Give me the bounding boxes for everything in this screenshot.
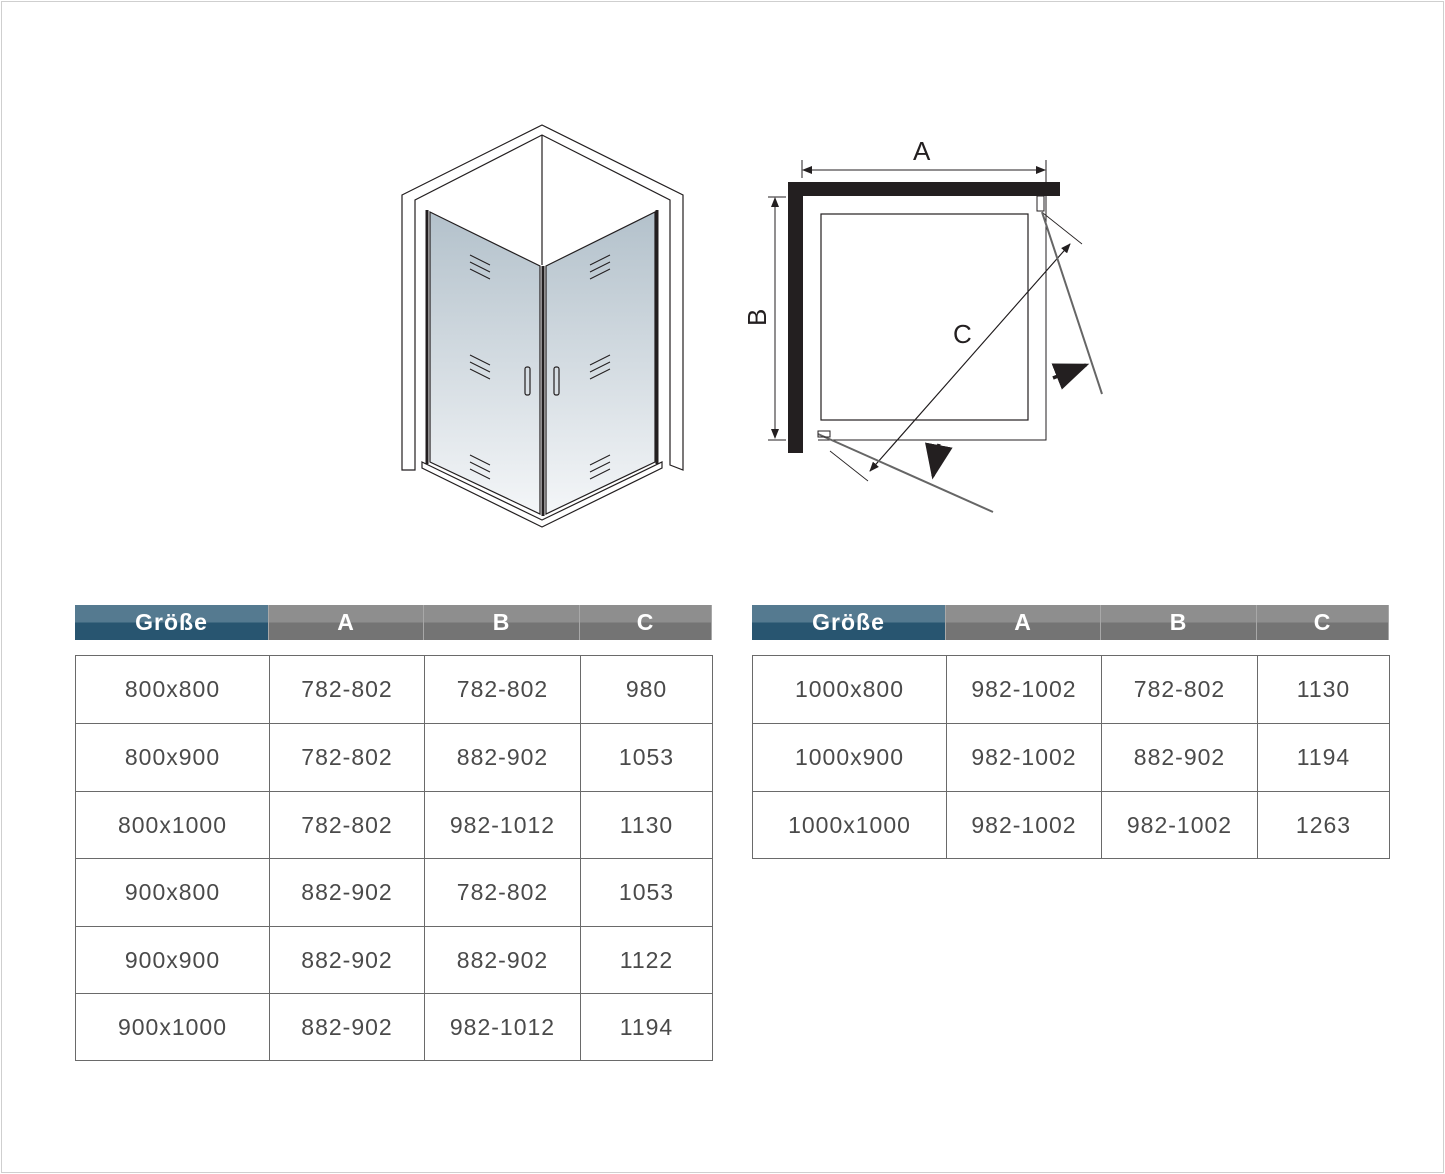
b-cell: 882-902 — [1101, 723, 1258, 792]
size-cell: 800x900 — [75, 723, 270, 792]
table-row: 1000x800 982-1002 782-802 1130 — [752, 655, 1390, 724]
size-cell: 800x1000 — [75, 791, 270, 859]
top-view-drawing — [768, 160, 1103, 513]
b-cell: 782-802 — [424, 858, 581, 927]
table-row: 1000x1000 982-1002 982-1002 1263 — [752, 791, 1390, 859]
dimension-label-a: A — [913, 136, 931, 166]
column-header: C — [1257, 605, 1389, 640]
b-cell: 882-902 — [424, 723, 581, 792]
b-cell: 782-802 — [1101, 655, 1258, 724]
size-table-header-right: Größe A B C — [752, 605, 1389, 640]
a-cell: 882-902 — [269, 926, 425, 994]
table-row: 900x800 882-902 782-802 1053 — [75, 858, 713, 927]
c-cell: 1130 — [580, 791, 713, 859]
a-cell: 882-902 — [269, 993, 425, 1061]
column-header: Größe — [75, 605, 269, 640]
c-cell: 1130 — [1257, 655, 1390, 724]
c-cell: 980 — [580, 655, 713, 724]
b-cell: 982-1012 — [424, 993, 581, 1061]
size-cell: 1000x900 — [752, 723, 947, 792]
table-row: 900x900 882-902 882-902 1122 — [75, 926, 713, 994]
a-cell: 782-802 — [269, 723, 425, 792]
size-cell: 1000x1000 — [752, 791, 947, 859]
c-cell: 1122 — [580, 926, 713, 994]
a-cell: 782-802 — [269, 791, 425, 859]
column-header: B — [1101, 605, 1257, 640]
column-header: A — [269, 605, 424, 640]
dimension-label-b: B — [742, 309, 772, 326]
c-cell: 1053 — [580, 723, 713, 792]
a-cell: 782-802 — [269, 655, 425, 724]
column-header: C — [580, 605, 712, 640]
size-cell: 1000x800 — [752, 655, 947, 724]
b-cell: 982-1002 — [1101, 791, 1258, 859]
a-cell: 982-1002 — [946, 723, 1102, 792]
b-cell: 782-802 — [424, 655, 581, 724]
size-cell: 900x800 — [75, 858, 270, 927]
c-cell: 1263 — [1257, 791, 1390, 859]
a-cell: 882-902 — [269, 858, 425, 927]
a-cell: 982-1002 — [946, 655, 1102, 724]
c-cell: 1053 — [580, 858, 713, 927]
b-cell: 982-1012 — [424, 791, 581, 859]
size-table-left: 800x800 782-802 782-802 980 800x900 782-802 88… — [75, 655, 713, 1061]
size-table-header-left: Größe A B C — [75, 605, 712, 640]
column-header: B — [424, 605, 580, 640]
column-header: Größe — [752, 605, 946, 640]
diagrams: A B C — [401, 124, 1103, 528]
c-cell: 1194 — [580, 993, 713, 1061]
size-table-right: 1000x800 982-1002 782-802 1130 1000x900 982-1… — [752, 655, 1390, 859]
table-row: 900x1000 882-902 982-1012 1194 — [75, 993, 713, 1061]
table-row: 1000x900 982-1002 882-902 1194 — [752, 723, 1390, 792]
column-header: A — [946, 605, 1101, 640]
size-cell: 800x800 — [75, 655, 270, 724]
table-row: 800x800 782-802 782-802 980 — [75, 655, 713, 724]
b-cell: 882-902 — [424, 926, 581, 994]
dimension-label-c: C — [953, 319, 972, 349]
table-row: 800x1000 782-802 982-1012 1130 — [75, 791, 713, 859]
enclosure-3d-drawing — [401, 124, 684, 528]
c-cell: 1194 — [1257, 723, 1390, 792]
a-cell: 982-1002 — [946, 791, 1102, 859]
size-cell: 900x1000 — [75, 993, 270, 1061]
table-row: 800x900 782-802 882-902 1053 — [75, 723, 713, 792]
size-cell: 900x900 — [75, 926, 270, 994]
